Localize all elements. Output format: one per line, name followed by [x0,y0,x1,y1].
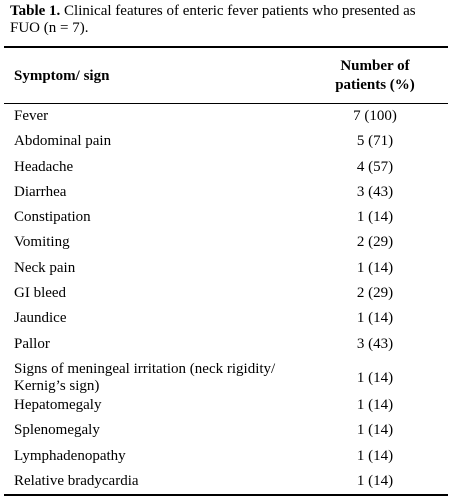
patients-cell: 5 (71) [356,133,394,150]
symptom-cell: Headache [14,158,74,175]
table-caption-label: Table 1. [10,3,61,19]
symptom-cell: Abdominal pain [14,133,112,150]
table-row: Constipation 1 (14) [0,205,451,230]
table-row: Lymphadenopathy 1 (14) [0,444,451,469]
table-row: Fever 7 (100) [0,104,451,129]
symptom-cell: Vomiting [14,234,70,251]
table-bottom-rule [4,494,448,496]
table-header-rule [4,103,448,104]
patients-cell: 7 (100) [353,108,397,124]
patients-cell: 3 (43) [356,183,394,200]
table-row: Abdominal pain 5 (71) [0,129,451,154]
patients-cell: 1 (14) [356,472,394,489]
symptom-cell: Neck pain [14,259,76,276]
patients-cell: 3 (43) [356,335,394,352]
table-row: Vomiting 2 (29) [0,230,451,255]
symptom-cell: Diarrhea [14,183,67,200]
column-header-number-line2: patients (%) [335,77,415,93]
symptom-cell: GI bleed [14,285,67,302]
patients-cell: 4 (57) [356,158,394,175]
table-row: Hepatomegaly 1 (14) [0,393,451,418]
table-body: Fever 7 (100) Abdominal pain 5 (71) Headache… [0,104,451,494]
symptom-cell: Fever [14,108,49,124]
table-row: Diarrhea 3 (43) [0,180,451,205]
table-top-rule [4,46,448,48]
patients-cell: 1 (14) [356,447,394,464]
patients-cell: 1 (14) [356,369,394,386]
patients-cell: 1 (14) [356,310,394,327]
patients-cell: 2 (29) [356,285,394,302]
table-row: Jaundice 1 (14) [0,306,451,331]
table-row: GI bleed 2 (29) [0,281,451,306]
symptom-cell: Hepatomegaly [14,396,102,413]
table-caption: Table 1. Clinical features of enteric fe… [10,3,446,37]
table-row: Signs of meningeal irritation (neck rigi… [0,357,451,394]
symptom-cell: Constipation [14,209,91,226]
column-header-symptom: Symptom/ sign [14,68,110,84]
patients-cell: 1 (14) [356,422,394,439]
table-caption-text: Clinical features of enteric fever patie… [10,3,416,36]
table-row: Neck pain 1 (14) [0,256,451,281]
symptom-cell: Pallor [14,335,50,352]
symptom-cell: Lymphadenopathy [14,447,126,464]
patients-cell: 1 (14) [356,209,394,226]
symptom-cell: Jaundice [14,310,67,327]
table-row: Headache 4 (57) [0,155,451,180]
symptom-cell: Splenomegaly [14,422,100,439]
table-row: Splenomegaly 1 (14) [0,418,451,443]
patients-cell: 1 (14) [356,396,394,413]
patients-cell: 1 (14) [356,259,394,276]
symptom-cell: Signs of meningeal irritation (neck rigi… [14,360,276,394]
table-row: Pallor 3 (43) [0,332,451,357]
column-header-number: Number of patients (%) [315,57,435,95]
table-row: Relative bradycardia 1 (14) [0,469,451,494]
patients-cell: 2 (29) [356,234,394,251]
column-header-number-line1: Number of [340,58,410,74]
symptom-cell: Relative bradycardia [14,472,139,489]
